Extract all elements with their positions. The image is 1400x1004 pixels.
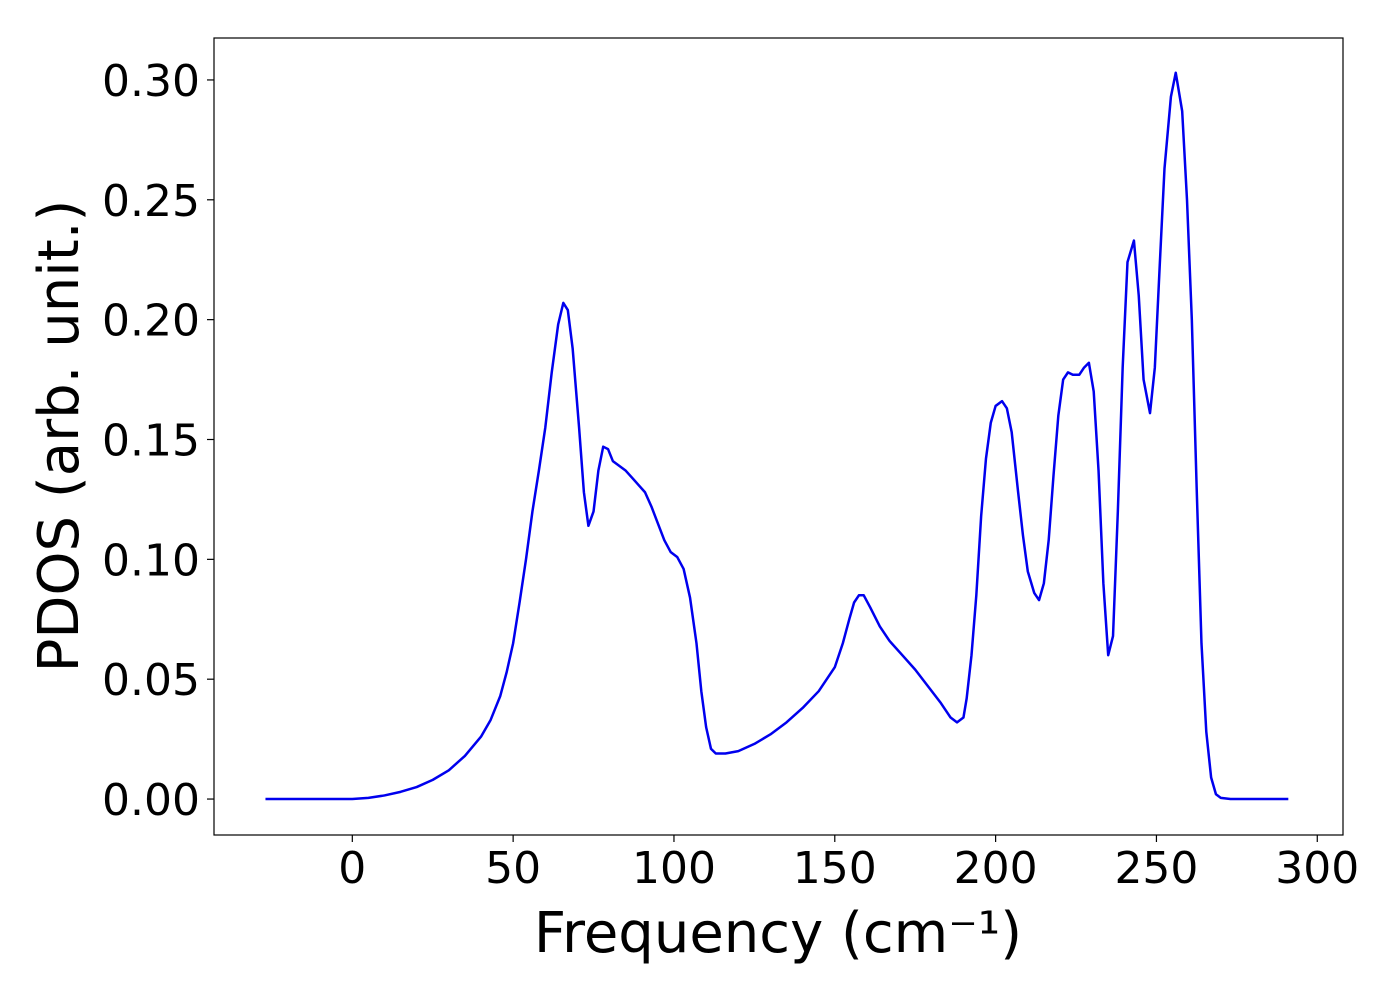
x-tick-label: 300 [1275,843,1359,894]
plot-frame [213,37,1344,836]
x-tick-label: 50 [485,843,541,894]
x-tick-label: 150 [793,843,877,894]
y-tick-label: 0.30 [102,56,200,107]
x-axis-label: Frequency (cm⁻¹) [534,901,1022,966]
y-tick-label: 0.25 [102,176,200,227]
y-tick-label: 0.20 [102,296,200,347]
data-line [265,71,1289,801]
x-tick-label: 250 [1114,843,1198,894]
x-tick-label: 200 [954,843,1038,894]
x-tick-label: 100 [632,843,716,894]
y-tick-label: 0.00 [102,775,200,826]
y-tick-label: 0.05 [102,655,200,706]
y-axis-label: PDOS (arb. unit.) [27,200,92,673]
x-tick-label: 0 [338,843,366,894]
y-tick-label: 0.15 [102,415,200,466]
y-tick-label: 0.10 [102,535,200,586]
